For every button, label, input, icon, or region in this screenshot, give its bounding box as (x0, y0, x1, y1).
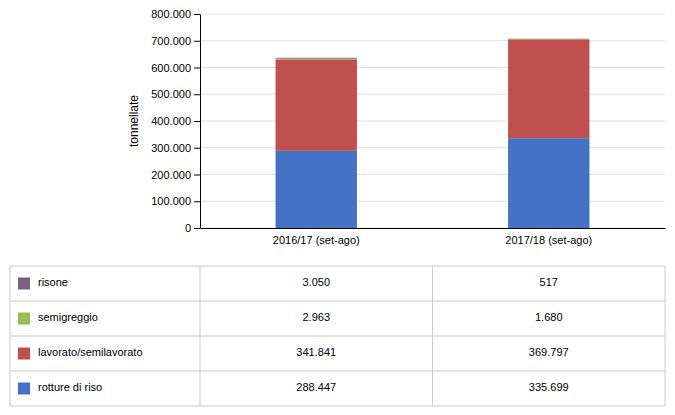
chart: 0 100.000 200.000 300.000 400.000 500.000 600.… (0, 0, 675, 415)
table-value: 3.050 (302, 276, 330, 288)
bar (276, 58, 357, 60)
table-line (665, 266, 666, 406)
table-line (10, 371, 665, 372)
table-value: 1.680 (535, 311, 563, 323)
legend-table: risone 3.050 517 semigreggio 2.963 1.680 lavor… (10, 266, 665, 406)
bar (508, 39, 589, 138)
table-line (10, 336, 665, 337)
legend-label: lavorato/semilavorato (38, 346, 143, 358)
x-axis: 2016/17 (set-ago) 2017/18 (set-ago) (201, 229, 666, 246)
tick: 400.000 (151, 115, 200, 127)
tick: 600.000 (151, 62, 200, 74)
tick: 100.000 (151, 195, 200, 207)
tick-label: 800.000 (151, 8, 191, 20)
table-line (10, 266, 665, 267)
grid-line (200, 40, 665, 41)
legend-swatch (18, 313, 30, 325)
table-line (10, 406, 665, 407)
tick: 2016/17 (set-ago) (273, 234, 360, 246)
grid-line (200, 228, 665, 229)
tick-mark (194, 148, 200, 149)
tick-mark (194, 201, 200, 202)
grid-line (200, 67, 665, 68)
tick: 2017/18 (set-ago) (505, 234, 592, 246)
bar (276, 151, 357, 228)
tick-mark (194, 228, 200, 229)
tick-label: 2016/17 (set-ago) (273, 234, 360, 246)
tick-mark (194, 68, 200, 69)
legend-label: semigreggio (38, 311, 98, 323)
table-value: 369.797 (529, 346, 569, 358)
grid-line (200, 174, 665, 175)
grid-line (200, 201, 665, 202)
legend-label: rotture di riso (38, 381, 102, 393)
bar (276, 59, 357, 150)
table-line (10, 266, 11, 406)
tick-label: 700.000 (151, 35, 191, 47)
table-line (432, 266, 433, 406)
grid-line (200, 121, 665, 122)
tick-mark (194, 41, 200, 42)
bars (276, 39, 590, 228)
tick-mark (194, 121, 200, 122)
tick-mark (194, 14, 200, 15)
axis-line (201, 228, 666, 229)
axis-line (200, 15, 201, 229)
tick: 300.000 (151, 142, 200, 154)
legend-swatch (18, 278, 30, 290)
tick-label: 400.000 (151, 115, 191, 127)
tick: 500.000 (151, 88, 200, 100)
table-line (200, 266, 201, 406)
bar (276, 57, 357, 59)
tick-mark (194, 175, 200, 176)
table-value: 341.841 (296, 346, 336, 358)
tick-label: 2017/18 (set-ago) (505, 234, 592, 246)
grid (200, 14, 665, 228)
tick: 0 (185, 222, 200, 234)
tick-label: 100.000 (151, 195, 191, 207)
grid-line (200, 14, 665, 15)
bar (508, 38, 589, 39)
table-value: 335.699 (529, 381, 569, 393)
table-value: 2.963 (302, 311, 330, 323)
tick: 800.000 (151, 8, 200, 20)
legend-swatch (18, 383, 30, 395)
tick-label: 300.000 (151, 142, 191, 154)
grid-line (200, 147, 665, 148)
tick-mark (194, 94, 200, 95)
y-axis: 0 100.000 200.000 300.000 400.000 500.000 600.… (151, 8, 200, 234)
table-value: 517 (540, 276, 558, 288)
tick-label: 500.000 (151, 88, 191, 100)
bar (508, 38, 589, 39)
tick-label: 0 (185, 222, 191, 234)
tick-label: 200.000 (151, 169, 191, 181)
table-line (10, 301, 665, 302)
axis-title: tonnellate (127, 95, 141, 147)
tick: 700.000 (151, 35, 200, 47)
table-value: 288.447 (296, 381, 336, 393)
tick: 200.000 (151, 169, 200, 181)
bar (508, 138, 589, 228)
legend-label: risone (38, 276, 68, 288)
legend-swatch (18, 348, 30, 360)
tick-label: 600.000 (151, 62, 191, 74)
grid-line (200, 94, 665, 95)
